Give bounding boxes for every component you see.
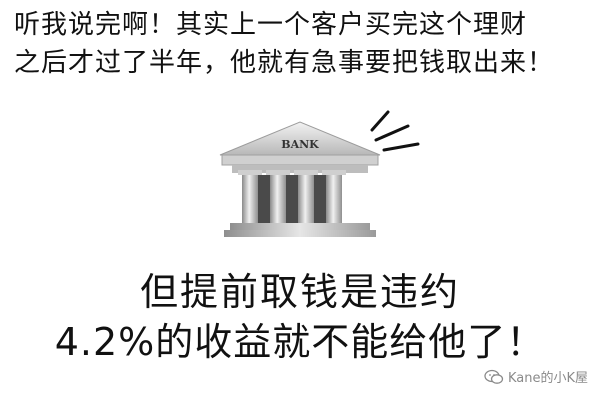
caption-text: 听我说完啊！其实上一个客户买完这个理财 之后才过了半年，他就有急事要把钱取出来！ xyxy=(14,6,594,82)
watermark-text: Kane的小K屋 xyxy=(507,371,588,386)
watermark: Kane的小K屋 xyxy=(484,367,588,386)
bank-sign-text: BANK xyxy=(281,138,319,151)
caption-line-2: 之后才过了半年，他就有急事要把钱取出来！ xyxy=(14,48,555,78)
wechat-icon xyxy=(484,369,504,384)
caption-line-1: 听我说完啊！其实上一个客户买完这个理财 xyxy=(14,10,528,40)
headline-line-1: 但提前取钱是违约 xyxy=(139,270,460,314)
headline-line-2: 4.2%的收益就不能给他了！ xyxy=(54,320,546,364)
bank-illustration: BANK xyxy=(200,100,440,250)
bank-building-icon: BANK xyxy=(219,110,420,237)
